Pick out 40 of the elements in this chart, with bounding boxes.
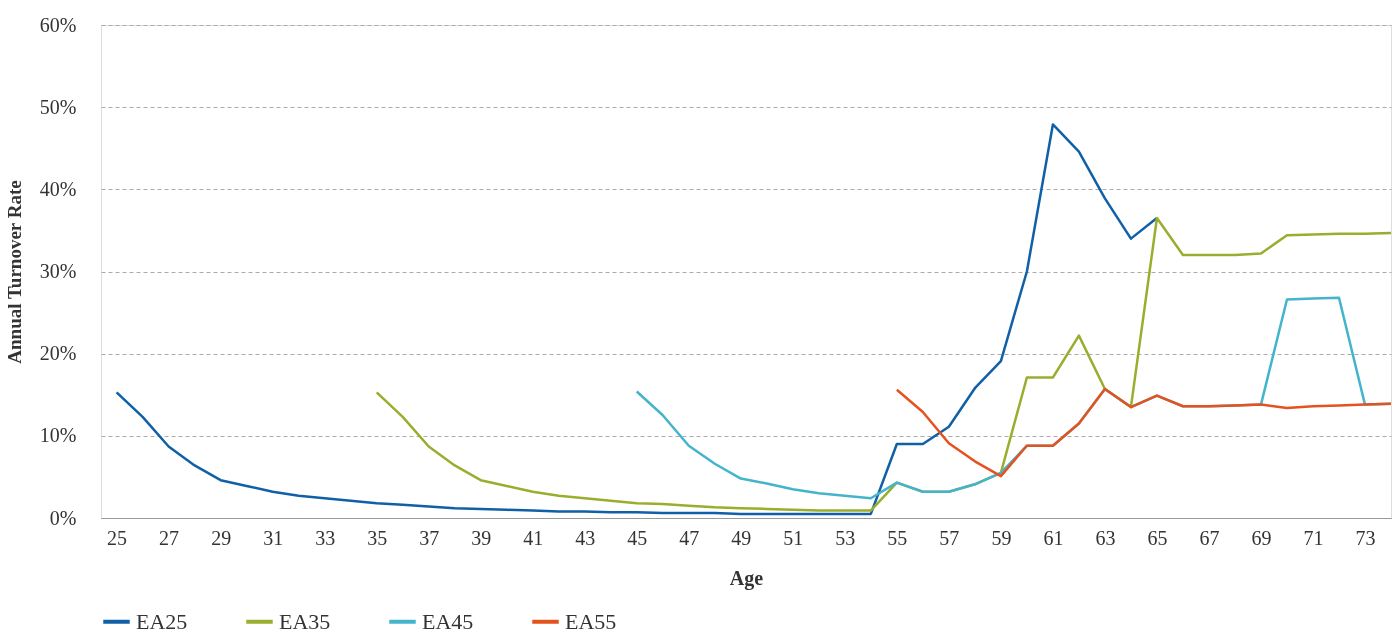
- x-tick-label: 71: [1303, 526, 1324, 549]
- y-tick-label: 20%: [39, 342, 77, 365]
- y-axis-title: Annual Turnover Rate: [3, 180, 25, 364]
- y-tick-label: 10%: [39, 424, 77, 447]
- x-tick-label: 39: [471, 526, 492, 549]
- x-axis-title: Age: [729, 566, 764, 590]
- y-tick-label: 0%: [49, 506, 77, 529]
- x-tick-label: 51: [783, 526, 804, 549]
- x-tick-label: 57: [939, 526, 960, 549]
- x-tick-label: 33: [315, 526, 336, 549]
- line-series: [895, 387, 1393, 478]
- x-tick-label: 55: [887, 526, 908, 549]
- x-tick-label: 73: [1355, 526, 1376, 549]
- y-tick-label: 30%: [39, 260, 77, 282]
- x-tick-label: 25: [107, 526, 128, 549]
- x-tick-label: 45: [627, 526, 648, 549]
- x-tick-label: 53: [835, 526, 856, 549]
- line-series: [115, 123, 1159, 516]
- y-tick-label: 50%: [39, 95, 77, 118]
- y-tick-label: 40%: [39, 177, 77, 200]
- legend-label: EA25: [136, 608, 188, 634]
- legend-label: EA55: [565, 608, 617, 634]
- x-tick-label: 41: [523, 526, 544, 549]
- x-tick-label: 43: [575, 526, 596, 549]
- x-tick-label: 37: [419, 526, 440, 549]
- x-tick-label: 69: [1251, 526, 1272, 549]
- x-tick-label: 63: [1095, 526, 1116, 549]
- x-tick-label: 49: [731, 526, 752, 549]
- x-tick-label: 65: [1147, 526, 1168, 549]
- legend-label: EA45: [422, 608, 474, 634]
- x-tick-label: 35: [367, 526, 388, 549]
- x-tick-label: 27: [159, 526, 180, 549]
- y-tick-label: 60%: [39, 13, 77, 36]
- x-tick-label: 31: [263, 526, 284, 549]
- x-tick-label: 67: [1199, 526, 1220, 549]
- x-tick-label: 47: [679, 526, 700, 549]
- x-tick-label: 61: [1043, 526, 1064, 549]
- x-tick-label: 29: [211, 526, 232, 549]
- legend-label: EA35: [279, 608, 331, 634]
- x-tick-label: 59: [991, 526, 1012, 549]
